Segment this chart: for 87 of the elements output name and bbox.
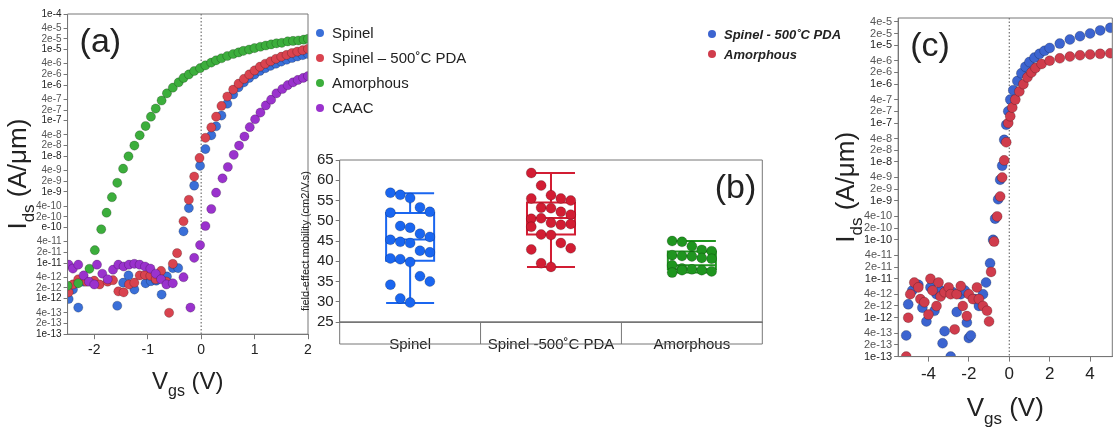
y-tick-label: 4e-12 <box>863 287 893 300</box>
x-tick-label: 2 <box>1044 364 1055 384</box>
y-tick-label: 2e-10 <box>863 221 893 234</box>
legend-label: CAAC <box>332 99 374 116</box>
x-tick-label: 4 <box>1085 364 1095 384</box>
y-tick-label: 1e-7 <box>41 114 63 126</box>
y-axis-title: field-effect mobility (cm2/V.s) <box>299 171 312 311</box>
y-tick-label: 1e-12 <box>863 310 893 323</box>
y-tick-label: 2e-5 <box>870 26 893 39</box>
y-tick-label: 2e-6 <box>41 68 63 80</box>
y-tick-label: 4e-6 <box>870 53 893 66</box>
y-tick-label: 1e-12 <box>36 292 63 304</box>
y-tick-label: 4e-10 <box>863 209 893 222</box>
y-tick-label: 4e-6 <box>41 57 63 69</box>
annotation: (a) <box>79 21 122 59</box>
x-tick-label: Amorphous <box>653 335 731 353</box>
y-tick-label: 60 <box>317 170 334 188</box>
legend-label: Spinel - 500˚C PDA <box>724 26 842 42</box>
x-tick-label: Spinel <box>389 335 431 353</box>
y-tick-label: 2e-5 <box>41 32 63 44</box>
y-tick-label: 1e-7 <box>870 116 893 129</box>
y-tick-label: 2e-13 <box>863 337 893 350</box>
y-tick-label: 2e-9 <box>41 174 63 186</box>
y-tick-label: 1e-10 <box>863 232 893 245</box>
y-tick-label: 4e-10 <box>36 199 63 211</box>
x-tick-label: Spinel -500˚C PDA <box>487 335 615 353</box>
y-tick-label: 4e-13 <box>36 306 63 318</box>
legend-label: Spinel – 500˚C PDA <box>332 49 467 66</box>
x-tick-label: -2 <box>88 341 101 358</box>
y-tick-label: e-10 <box>41 221 63 233</box>
y-tick-label: 2e-13 <box>36 317 63 329</box>
y-tick-label: 40 <box>317 251 334 269</box>
y-tick-label: 4e-11 <box>36 235 62 247</box>
y-tick-label: 4e-13 <box>863 326 893 339</box>
y-tick-label: 2e-7 <box>870 104 893 117</box>
y-tick-label: 25 <box>317 312 334 330</box>
y-tick-label: 1e-8 <box>41 150 63 162</box>
y-tick-label: 4e-8 <box>870 131 893 144</box>
y-tick-label: 2e-11 <box>864 260 893 273</box>
x-tick-label: 0 <box>197 341 206 358</box>
y-tick-label: 2e-6 <box>870 65 893 78</box>
y-tick-label: 45 <box>317 231 334 249</box>
annotation: (c) <box>910 25 950 63</box>
y-tick-label: 1e-8 <box>870 155 893 168</box>
legend-label: Amorphous <box>332 74 409 91</box>
y-tick-label: 4e-9 <box>870 170 893 183</box>
y-tick-label: 1e-9 <box>41 185 63 197</box>
y-tick-label: 2e-7 <box>41 103 63 115</box>
y-tick-label: 55 <box>317 190 334 208</box>
x-tick-label: -1 <box>141 341 155 358</box>
x-tick-label: 0 <box>1004 364 1014 384</box>
y-tick-label: 4e-8 <box>41 128 63 140</box>
y-tick-label: 1e-5 <box>41 43 63 55</box>
y-tick-label: 1e-6 <box>870 77 893 90</box>
y-tick-label: 2e-12 <box>36 281 63 293</box>
y-tick-label: 1e-13 <box>36 327 63 339</box>
x-tick-label: -2 <box>961 364 977 384</box>
y-tick-label: 1e-6 <box>41 78 63 90</box>
y-tick-label: 4e-7 <box>41 93 63 105</box>
y-tick-label: 2e-11 <box>36 246 62 258</box>
y-tick-label: 50 <box>317 210 334 228</box>
legend-label: Spinel <box>332 24 374 41</box>
y-tick-label: 30 <box>317 291 334 309</box>
y-tick-label: 2e-9 <box>870 182 893 195</box>
y-tick-label: 4e-5 <box>870 14 893 27</box>
y-tick-label: 4e-5 <box>41 21 63 33</box>
y-tick-label: 4e-11 <box>864 248 893 261</box>
y-tick-label: 65 <box>317 150 334 168</box>
y-tick-label: 1e-11 <box>36 256 62 268</box>
y-tick-label: 4e-7 <box>870 92 893 105</box>
legend-label: Amorphous <box>724 46 797 62</box>
y-tick-label: 4e-9 <box>41 164 63 176</box>
x-tick-label: 2 <box>304 341 313 358</box>
y-tick-label: 1e-4 <box>41 7 63 19</box>
annotation: (b) <box>714 167 757 205</box>
y-tick-label: 2e-10 <box>36 210 63 222</box>
y-tick-label: 4e-12 <box>36 270 63 282</box>
y-tick-label: 1e-13 <box>863 349 893 362</box>
x-tick-label: 1 <box>250 341 259 358</box>
y-tick-label: 35 <box>317 271 334 289</box>
y-tick-label: 1e-9 <box>870 193 893 206</box>
y-tick-label: 2e-8 <box>870 143 893 156</box>
y-tick-label: 1e-5 <box>870 38 893 51</box>
y-tick-label: 2e-12 <box>863 298 893 311</box>
x-tick-label: -4 <box>920 364 936 384</box>
y-tick-label: 1e-11 <box>864 271 893 284</box>
y-tick-label: 2e-8 <box>41 139 63 151</box>
